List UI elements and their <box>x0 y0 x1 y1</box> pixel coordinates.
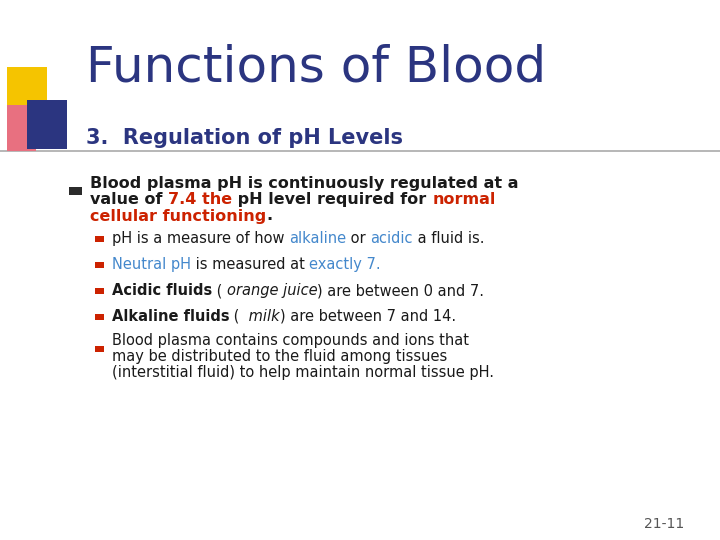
Bar <box>95 262 104 268</box>
Text: normal: normal <box>432 192 495 207</box>
Text: 7.4 the: 7.4 the <box>168 192 233 207</box>
Text: 21-11: 21-11 <box>644 517 684 531</box>
Text: milk: milk <box>244 309 280 324</box>
Text: cellular functioning: cellular functioning <box>90 208 266 224</box>
Text: (interstitial fluid) to help maintain normal tissue pH.: (interstitial fluid) to help maintain no… <box>112 365 494 380</box>
Text: (: ( <box>229 309 244 324</box>
Bar <box>95 346 104 352</box>
Text: Blood plasma pH is continuously regulated at a: Blood plasma pH is continuously regulate… <box>90 176 518 191</box>
Text: Functions of Blood: Functions of Blood <box>86 44 546 91</box>
Text: a fluid is.: a fluid is. <box>413 231 484 246</box>
Text: or: or <box>346 231 370 246</box>
Text: alkaline: alkaline <box>289 231 346 246</box>
Text: may be distributed to the fluid among tissues: may be distributed to the fluid among ti… <box>112 349 447 364</box>
Bar <box>95 314 104 320</box>
Bar <box>95 236 104 242</box>
Text: Blood plasma contains compounds and ions that: Blood plasma contains compounds and ions… <box>112 333 469 348</box>
Bar <box>27 100 67 149</box>
Text: .: . <box>266 208 272 224</box>
Text: pH level required for: pH level required for <box>233 192 432 207</box>
Bar <box>7 105 36 151</box>
Text: ) are between 7 and 14.: ) are between 7 and 14. <box>280 309 456 324</box>
Text: pH is a measure of how: pH is a measure of how <box>112 231 289 246</box>
Text: orange juice: orange juice <box>227 283 318 298</box>
Bar <box>69 187 82 195</box>
Bar <box>7 68 47 116</box>
Text: Alkaline fluids: Alkaline fluids <box>112 309 229 324</box>
Text: ) are between 0 and 7.: ) are between 0 and 7. <box>318 283 485 298</box>
Text: acidic: acidic <box>370 231 413 246</box>
Text: (: ( <box>212 283 227 298</box>
Text: is measured at: is measured at <box>191 257 309 272</box>
Text: Acidic fluids: Acidic fluids <box>112 283 212 298</box>
Bar <box>95 288 104 294</box>
Text: Neutral pH: Neutral pH <box>112 257 191 272</box>
Text: exactly 7.: exactly 7. <box>309 257 381 272</box>
Text: 3.  Regulation of pH Levels: 3. Regulation of pH Levels <box>86 127 403 148</box>
Text: value of: value of <box>90 192 168 207</box>
